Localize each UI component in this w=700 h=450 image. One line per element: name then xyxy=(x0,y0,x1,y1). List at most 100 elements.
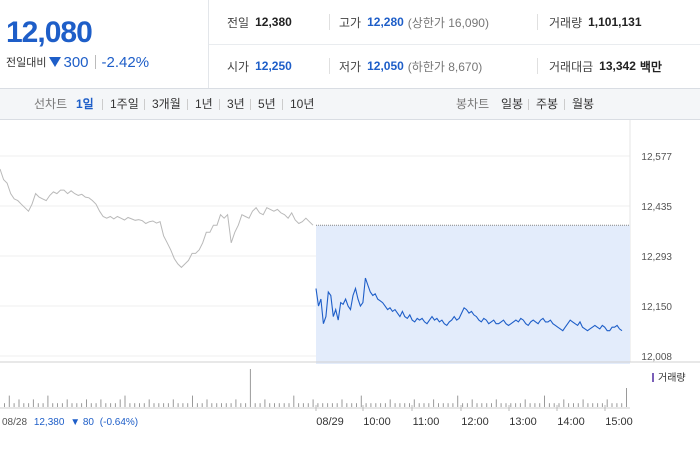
volume-bar xyxy=(438,403,439,407)
volume-bar xyxy=(447,403,449,407)
volume-bar xyxy=(553,403,555,407)
volume-bar xyxy=(163,403,165,407)
volume-bar xyxy=(254,403,256,407)
stat-high: 고가 12,280 (상한가 16,090) xyxy=(339,15,489,30)
prev-day-line xyxy=(0,168,314,269)
stats-table: 전일 12,380 고가 12,280 (상한가 16,090) 거래량 1,1… xyxy=(209,0,700,88)
volume-bar xyxy=(129,403,131,407)
volume-bar xyxy=(442,403,444,407)
volume-bar xyxy=(71,403,73,407)
x-tick-label: 14:00 xyxy=(557,416,585,428)
volume-bar xyxy=(322,403,324,407)
price-chart: 12,577 12,435 12,293 12,150 12,008 거래량 08/29… xyxy=(0,120,700,450)
prev-day-info: 08/28 12,380 ▼ 80 (-0.64%) xyxy=(2,417,138,428)
volume-bar xyxy=(23,403,25,407)
volume-bar xyxy=(433,399,435,407)
volume-bar xyxy=(153,403,155,407)
volume-bars xyxy=(4,369,627,407)
prev-day-change: 80 xyxy=(83,417,95,428)
volume-bar xyxy=(544,395,545,407)
volume-bar xyxy=(18,399,20,407)
volume-bar xyxy=(221,403,222,407)
volume-bar xyxy=(582,399,584,407)
x-tick-label: 15:00 xyxy=(605,416,633,428)
volume-bar xyxy=(201,403,203,407)
volume-bar xyxy=(452,403,454,407)
volume-bar xyxy=(114,403,116,407)
volume-bar xyxy=(259,403,261,407)
volume-bar xyxy=(230,403,232,407)
volume-bar xyxy=(177,403,179,407)
volume-bar xyxy=(283,403,285,407)
volume-bar xyxy=(90,403,92,407)
volume-bar xyxy=(110,403,112,407)
volume-bar xyxy=(534,403,536,407)
volume-bar xyxy=(394,403,396,407)
volume-bar xyxy=(216,403,218,407)
tab-period-1d[interactable]: 1일 xyxy=(76,97,94,111)
stat-open: 시가 12,250 xyxy=(227,59,292,74)
tab-period-10y[interactable]: 10년 xyxy=(290,97,315,111)
divider xyxy=(94,55,96,69)
volume-bar xyxy=(158,403,160,407)
current-price: 12,080 xyxy=(6,16,93,49)
volume-bar xyxy=(139,403,140,407)
volume-bar xyxy=(616,403,618,407)
volume-bar xyxy=(606,399,608,407)
volume-bar xyxy=(4,403,5,407)
volume-bar xyxy=(495,399,497,407)
volume-bar xyxy=(404,403,406,407)
volume-legend-label: 거래량 xyxy=(658,372,686,384)
volume-bar xyxy=(486,403,488,407)
volume-bar xyxy=(409,403,410,407)
volume-bar xyxy=(413,399,415,407)
volume-bar xyxy=(100,399,102,407)
chart-svg: 12,577 12,435 12,293 12,150 12,008 거래량 08/29… xyxy=(0,120,700,428)
volume-bar xyxy=(587,403,589,407)
volume-bar xyxy=(302,403,304,407)
y-tick-label: 12,293 xyxy=(641,252,672,263)
line-chart-label: 선차트 xyxy=(34,97,68,111)
stat-amount: 거래대금 13,342 백만 xyxy=(549,59,662,74)
volume-bar xyxy=(249,369,251,407)
volume-bar xyxy=(500,403,502,407)
stat-low: 저가 12,050 (하한가 8,670) xyxy=(339,59,483,74)
volume-bar xyxy=(225,403,227,407)
chart-tabs: 선차트 1일 1주일 3개월 1년 3년 5년 10년 봉차트 일봉 주봉 월봉 xyxy=(0,89,700,120)
volume-bar xyxy=(211,403,213,407)
volume-bar xyxy=(196,403,198,407)
volume-bar xyxy=(42,403,44,407)
volume-bar xyxy=(57,403,58,407)
tab-period-1y[interactable]: 1년 xyxy=(195,97,213,111)
volume-bar xyxy=(491,403,492,407)
tab-candle-daily[interactable]: 일봉 xyxy=(501,97,524,111)
tab-period-3y[interactable]: 3년 xyxy=(227,97,245,111)
volume-bar xyxy=(524,399,526,407)
tab-candle-monthly[interactable]: 월봉 xyxy=(572,97,595,111)
volume-bar xyxy=(611,403,613,407)
tab-period-5y[interactable]: 5년 xyxy=(258,97,276,111)
stats-row-1: 전일 12,380 고가 12,280 (상한가 16,090) 거래량 1,1… xyxy=(209,0,700,45)
volume-bar xyxy=(240,403,242,407)
volume-bar xyxy=(37,403,39,407)
volume-bar xyxy=(336,403,338,407)
volume-bar xyxy=(505,403,507,407)
volume-bar xyxy=(548,403,550,407)
volume-bar xyxy=(471,399,473,407)
volume-bar xyxy=(167,403,169,407)
y-tick-label: 12,577 xyxy=(641,152,672,163)
volume-bar xyxy=(95,403,97,407)
tab-period-3m[interactable]: 3개월 xyxy=(152,97,181,111)
y-axis: 12,577 12,435 12,293 12,150 12,008 xyxy=(641,152,672,363)
tab-candle-weekly[interactable]: 주봉 xyxy=(536,97,559,111)
tab-period-1w[interactable]: 1주일 xyxy=(110,97,139,111)
volume-bar xyxy=(399,403,401,407)
prev-day-date: 08/28 xyxy=(2,417,27,428)
volume-bar xyxy=(76,403,78,407)
x-tick-label: 10:00 xyxy=(363,416,391,428)
prev-day-arrow-icon: ▼ xyxy=(70,417,80,428)
volume-bar xyxy=(577,403,579,407)
volume-bar xyxy=(32,399,34,407)
stats-row-2: 시가 12,250 저가 12,050 (하한가 8,670) 거래대금 13,… xyxy=(209,44,700,88)
volume-bar xyxy=(61,403,63,407)
